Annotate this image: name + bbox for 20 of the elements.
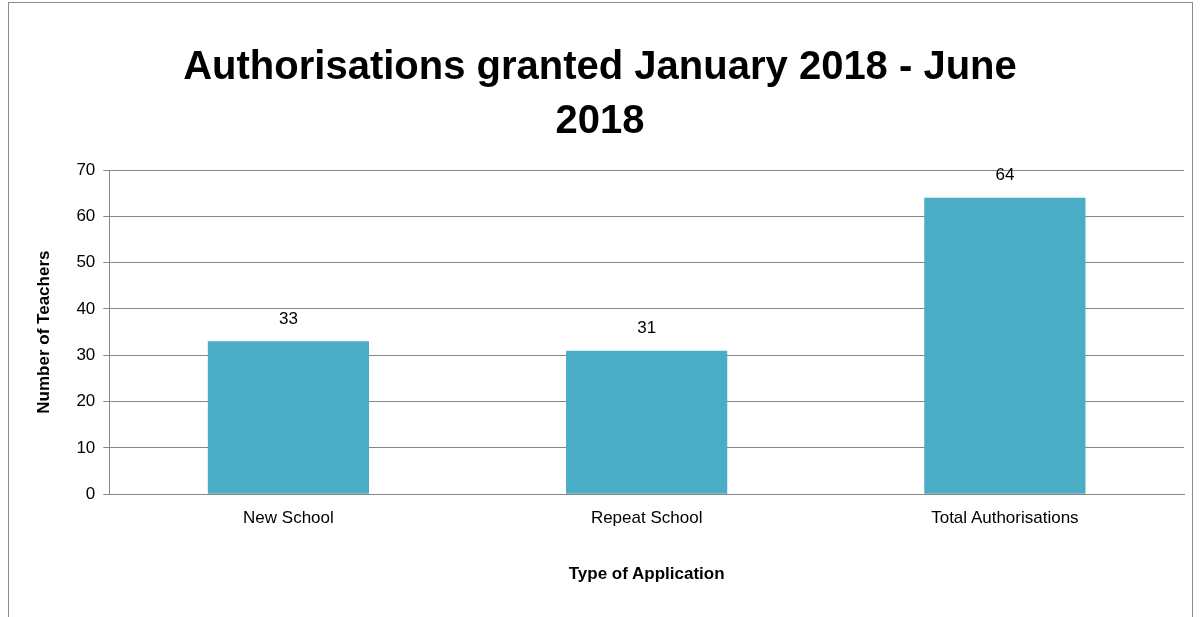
bar xyxy=(566,350,728,494)
y-tick-label: 50 xyxy=(76,252,96,272)
x-axis-title: Type of Application xyxy=(568,564,725,584)
chart-title: Authorisations granted January 2018 - June 2018 xyxy=(182,42,1018,143)
x-tick-label: Repeat School xyxy=(590,508,703,528)
y-axis-title: Number of Teachers xyxy=(33,250,53,414)
x-tick-label: New School xyxy=(243,508,334,528)
y-tick-label: 10 xyxy=(76,437,96,457)
data-label: 33 xyxy=(278,308,298,328)
y-tick-label: 40 xyxy=(76,298,96,318)
data-label: 64 xyxy=(995,164,1015,184)
y-tick-label: 20 xyxy=(76,391,96,411)
bar xyxy=(924,197,1086,494)
data-label: 31 xyxy=(637,317,657,337)
y-tick-label: 60 xyxy=(76,206,96,225)
y-tick-label: 70 xyxy=(76,159,96,179)
x-tick-label: Total Authorisations xyxy=(931,508,1079,528)
y-tick-label: 0 xyxy=(85,483,96,503)
bar xyxy=(207,341,370,494)
y-tick-label: 30 xyxy=(76,344,96,364)
